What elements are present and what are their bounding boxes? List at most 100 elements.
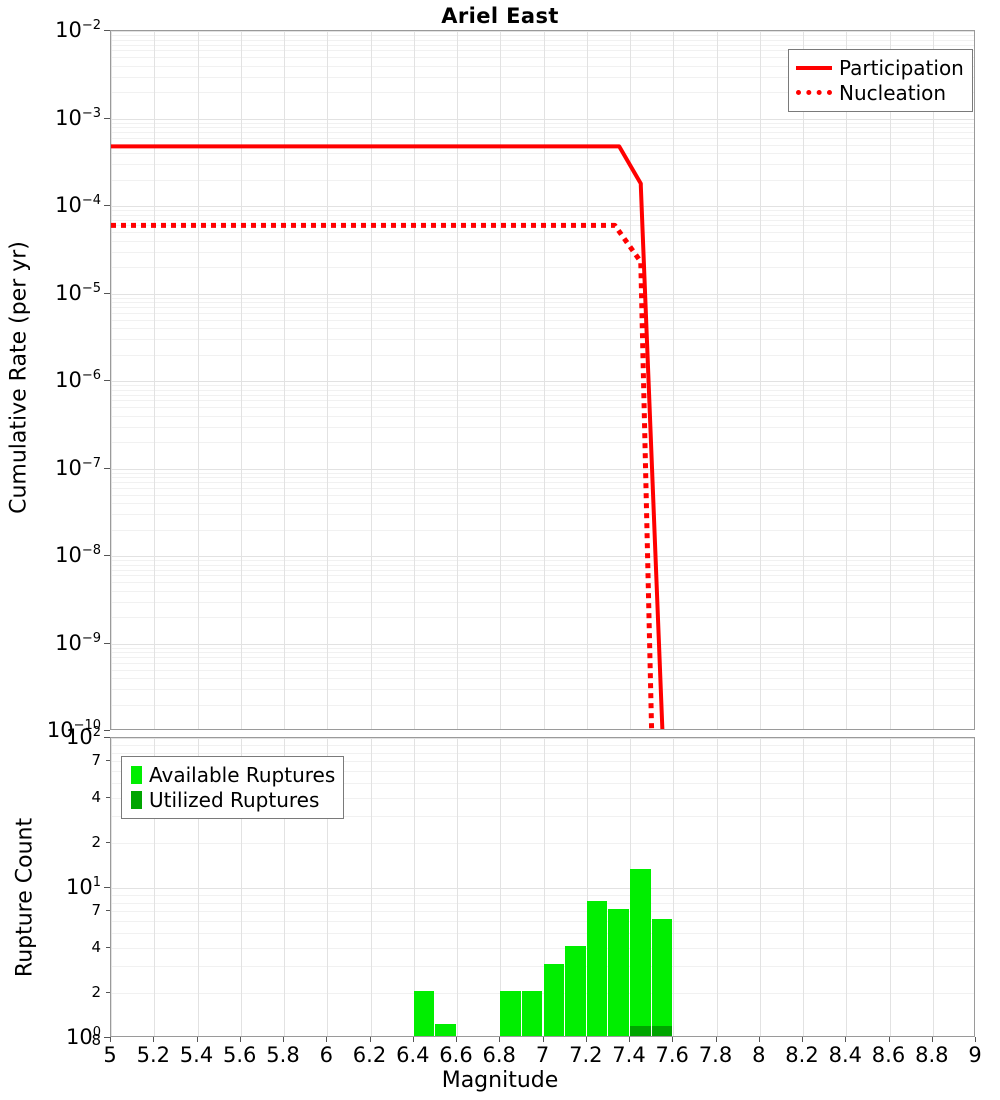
top-gridline-minor [111,617,974,619]
bottom-gridline-vertical [240,738,242,1036]
utilized-ruptures-swatch [131,790,142,809]
top-ytick-mark [104,555,110,556]
legend-item-nucleation: Nucleation [796,80,964,105]
nucleation-line-swatch [796,90,832,95]
bottom-ytick-label-minor: 4 [91,787,101,806]
top-gridline-vertical [197,31,199,729]
top-gridline-vertical [586,31,588,729]
x-axis-tick-mark [456,1037,457,1042]
top-gridline-minor [111,415,974,417]
bottom-ytick-mark [104,1037,110,1038]
rupture-bar-available [586,900,608,1036]
x-axis-tick-mark [845,1037,847,1042]
x-axis-tick-mark [369,1037,371,1042]
top-gridline-vertical [759,31,761,729]
top-ytick-mark [104,117,110,119]
x-axis-tick-label: 8.4 [828,1043,862,1067]
top-gridline-vertical [327,31,329,729]
top-gridline-minor [111,35,974,36]
top-gridline-vertical [240,31,242,729]
x-axis-tick-mark [326,1037,328,1042]
bottom-gridline-vertical [716,738,718,1036]
top-gridline-minor [111,210,974,211]
top-gridline-minor [111,442,974,444]
bottom-gridline-minor [111,902,974,904]
x-axis-tick-label: 5.8 [266,1043,300,1067]
top-ytick-label: 10−4 [55,193,101,217]
x-axis-tick-label: 7.4 [612,1043,646,1067]
top-ytick-label: 10−7 [55,455,101,480]
x-axis-tick-label: 9 [968,1043,982,1067]
page-title: Ariel East [441,4,559,28]
bottom-gridline-vertical [327,738,329,1036]
x-axis-tick-label: 5.2 [136,1043,170,1067]
x-axis-tick-mark [888,1037,890,1042]
top-gridline-minor [111,657,974,659]
top-gridline-minor [111,50,974,52]
bottom-ytick-mark [104,737,110,738]
top-gridline-minor [111,44,974,46]
top-ytick-label: 10−10 [46,718,101,742]
top-gridline-minor [111,297,974,299]
bottom-gridline-minor [111,842,974,844]
bottom-ytick-mark-minor [106,760,110,762]
top-gridline-minor [111,689,974,691]
top-gridline-minor [111,407,974,409]
top-gridline-minor [111,267,974,269]
bottom-gridline-minor [111,933,974,935]
x-axis-tick-label: 6.2 [352,1043,387,1067]
bottom-gridline-vertical [586,738,588,1036]
x-axis-tick-mark [196,1037,198,1042]
x-axis-tick-label: 5.6 [222,1043,257,1067]
top-gridline-minor [111,647,974,649]
x-axis-tick-mark [629,1037,630,1042]
top-ytick-mark [104,642,110,644]
x-axis-tick-mark [715,1037,717,1042]
top-gridline-minor [111,307,974,309]
top-gridline-minor [111,529,974,531]
x-axis-tick-label: 7.2 [569,1043,603,1067]
top-gridline-minor [111,57,974,59]
bottom-gridline-vertical [889,738,891,1036]
bottom-gridline-minor [111,744,974,746]
x-axis-tick-label: 8.2 [785,1043,819,1067]
x-axis-tick-mark [283,1037,284,1042]
bottom-gridline-minor [111,947,974,949]
top-gridline-vertical [500,31,502,729]
x-axis-tick-label: 8.8 [915,1043,949,1067]
x-axis-tick-mark [931,1037,933,1042]
top-ytick-label: 10−9 [55,630,101,655]
rupture-bar-available [608,909,629,1036]
top-gridline-major [111,381,974,382]
bottom-ytick-label: 101 [65,875,101,899]
top-gridline-minor [111,39,974,41]
bottom-gridline-minor [111,752,974,754]
top-panel-curves [111,144,665,729]
curve-participation [111,144,665,729]
top-gridline-minor [111,503,974,505]
x-axis-tick-label: 5.4 [179,1043,214,1067]
rupture-bar-available [500,990,521,1036]
top-ytick-label: 10−6 [55,368,101,392]
top-gridline-vertical [889,31,891,729]
x-axis-tick-mark [412,1037,414,1042]
x-axis-tick-mark [758,1037,760,1042]
legend-item-utilized-ruptures: Utilized Ruptures [129,787,335,812]
bottom-ytick-mark [104,887,110,888]
top-gridline-minor [111,477,974,478]
bottom-ytick-mark-minor [106,796,110,798]
legend-label-participation: Participation [839,55,964,80]
top-gridline-vertical [716,31,718,729]
x-axis-tick-label: 6.6 [439,1043,473,1067]
bottom-ytick-mark-minor [106,991,110,993]
top-gridline-minor [111,153,974,155]
top-gridline-minor [111,601,974,603]
x-axis-tick-mark [975,1037,976,1042]
top-gridline-minor [111,179,974,181]
x-axis-tick-mark [585,1037,587,1042]
bottom-ytick-mark-minor [106,841,110,843]
bottom-gridline-minor [111,761,974,763]
legend-label-utilized-ruptures: Utilized Ruptures [149,787,320,812]
top-gridline-minor [111,328,974,330]
x-axis-tick-mark [153,1037,155,1042]
